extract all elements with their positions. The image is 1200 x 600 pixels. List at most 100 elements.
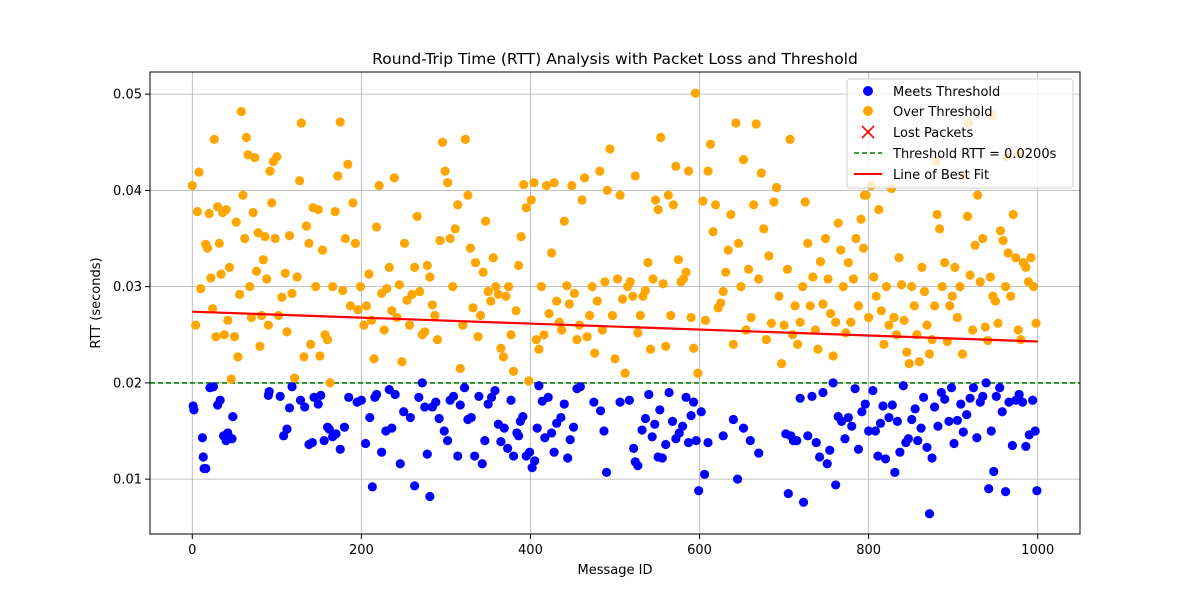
point-over-threshold (420, 327, 430, 337)
point-over-threshold (272, 152, 282, 162)
point-over-threshold (387, 306, 397, 316)
point-meets-threshold (448, 391, 459, 401)
point-meets-threshold (807, 391, 817, 401)
point-over-threshold (818, 299, 828, 309)
point-meets-threshold (417, 378, 427, 388)
point-over-threshold (187, 180, 197, 191)
legend-label-over-threshold: Over Threshold (893, 105, 992, 120)
point-over-threshold (251, 266, 262, 276)
point-over-threshold (508, 366, 519, 376)
point-over-threshold (498, 352, 508, 362)
point-over-threshold (635, 310, 645, 321)
point-meets-threshold (455, 400, 465, 410)
point-meets-threshold (968, 383, 979, 393)
point-over-threshold (754, 274, 764, 284)
point-over-threshold (582, 332, 592, 342)
point-meets-threshold (661, 439, 671, 450)
point-meets-threshold (275, 391, 285, 401)
point-over-threshold (656, 132, 666, 143)
point-over-threshold (389, 173, 399, 183)
point-meets-threshold (624, 395, 634, 405)
point-meets-threshold (534, 381, 544, 391)
point-meets-threshold (319, 436, 329, 446)
point-over-threshold (325, 378, 335, 388)
point-over-threshold (798, 282, 808, 292)
point-over-threshold (526, 195, 536, 205)
point-over-threshold (965, 270, 975, 280)
point-over-threshold (874, 205, 884, 215)
point-meets-threshold (215, 395, 225, 405)
point-meets-threshold (596, 406, 606, 416)
point-over-threshold (399, 238, 410, 248)
point-meets-threshold (910, 404, 920, 414)
point-meets-threshold (946, 383, 957, 393)
point-over-threshold (412, 211, 422, 221)
point-over-threshold (468, 303, 478, 313)
point-over-threshold (516, 231, 526, 242)
point-over-threshold (881, 282, 891, 292)
point-meets-threshold (295, 395, 306, 405)
point-meets-threshold (565, 435, 575, 445)
point-over-threshold (597, 325, 607, 335)
point-meets-threshold (860, 399, 870, 409)
y-tick-label: 0.04 (113, 184, 142, 199)
point-over-threshold (529, 178, 539, 188)
point-meets-threshold (508, 451, 519, 461)
point-over-threshold (280, 268, 290, 278)
point-over-threshold (546, 248, 557, 258)
point-over-threshold (541, 180, 552, 191)
point-meets-threshold (644, 389, 654, 400)
point-meets-threshold (477, 459, 487, 469)
point-over-threshold (361, 301, 372, 311)
point-meets-threshold (667, 416, 678, 426)
point-over-threshold (397, 357, 407, 367)
point-over-threshold (879, 339, 889, 349)
point-over-threshold (407, 289, 417, 299)
point-meets-threshold (650, 419, 660, 429)
point-meets-threshold (459, 383, 470, 393)
point-over-threshold (524, 376, 534, 386)
point-over-threshold (1001, 282, 1011, 292)
point-meets-threshold (377, 447, 387, 457)
point-meets-threshold (916, 423, 926, 433)
point-over-threshold (607, 310, 618, 321)
point-meets-threshold (410, 481, 420, 491)
point-over-threshold (766, 318, 777, 328)
point-meets-threshold (870, 426, 881, 436)
point-over-threshold (602, 185, 612, 195)
point-meets-threshold (637, 425, 647, 435)
point-over-threshold (460, 134, 470, 144)
point-over-threshold (950, 262, 960, 272)
point-meets-threshold (367, 482, 377, 492)
point-meets-threshold (559, 399, 569, 409)
point-over-threshold (587, 282, 597, 292)
point-meets-threshold (335, 444, 345, 454)
point-over-threshold (703, 166, 713, 176)
point-meets-threshold (991, 391, 1001, 401)
point-over-threshold (448, 282, 458, 292)
x-tick-label: 400 (518, 543, 543, 558)
point-over-threshold (876, 306, 886, 316)
point-meets-threshold (952, 415, 963, 426)
point-meets-threshold (324, 424, 334, 434)
point-meets-threshold (197, 433, 208, 443)
point-meets-threshold (989, 466, 999, 477)
point-over-threshold (955, 282, 965, 292)
point-meets-threshold (599, 426, 609, 436)
point-over-threshold (909, 301, 919, 311)
point-over-threshold (435, 235, 445, 246)
point-over-threshold (940, 257, 950, 268)
point-over-threshold (486, 296, 496, 306)
point-over-threshold (902, 347, 912, 357)
point-meets-threshold (965, 393, 975, 403)
point-over-threshold (917, 262, 927, 272)
point-over-threshold (427, 300, 437, 310)
point-over-threshold (231, 217, 241, 227)
point-meets-threshold (589, 397, 599, 407)
point-meets-threshold (356, 395, 366, 405)
point-meets-threshold (530, 456, 540, 466)
point-meets-threshold (405, 412, 415, 423)
point-meets-threshold (903, 434, 913, 444)
point-meets-threshold (922, 442, 932, 452)
point-over-threshold (557, 325, 567, 335)
